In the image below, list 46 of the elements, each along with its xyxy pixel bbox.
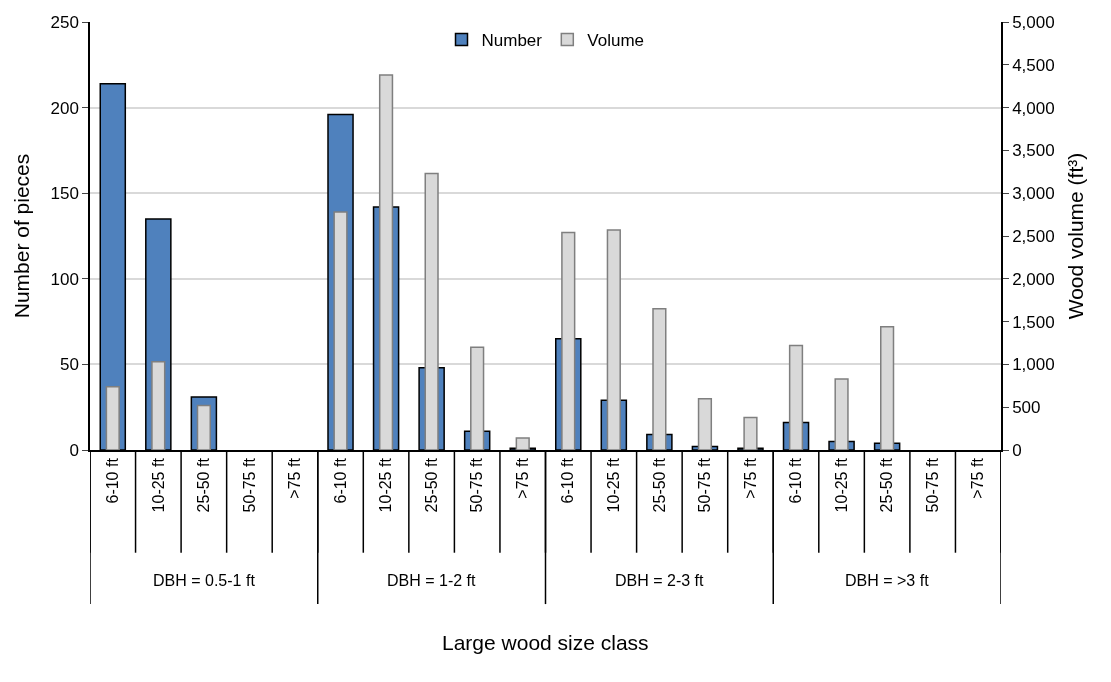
y-tick-label: 200 xyxy=(50,98,79,118)
x-tick-label: 6-10 ft xyxy=(331,457,349,504)
x-tick-label: >75 ft xyxy=(286,457,304,499)
y2-tick-label: 500 xyxy=(1012,398,1041,418)
y2-axis-title: Wood volume (ft³) xyxy=(1064,152,1088,320)
x-tick-label: 6-10 ft xyxy=(787,457,805,504)
x-tick-label: 50-75 ft xyxy=(468,457,486,513)
y2-tick-label: 4,500 xyxy=(1012,55,1055,75)
y2-tick-label: 3,500 xyxy=(1012,141,1055,161)
y-axis-title: Number of pieces xyxy=(10,153,34,319)
legend-label: Volume xyxy=(587,31,644,51)
x-tick-label: >75 ft xyxy=(513,457,531,499)
x-tick-label: 10-25 ft xyxy=(605,457,623,513)
x-tick-label: >75 ft xyxy=(969,457,987,499)
x-tick-label: 10-25 ft xyxy=(149,457,167,513)
x-tick-label: 10-25 ft xyxy=(377,457,395,513)
y2-tick-label: 4,000 xyxy=(1012,98,1055,118)
text: DBH = 0.5-1 ft xyxy=(153,572,256,589)
y-tick-label: 0 xyxy=(69,440,79,460)
text: DBH = 2-3 ft xyxy=(615,572,705,589)
x-tick-label: 50-75 ft xyxy=(240,457,258,513)
y2-tick-label: 2,000 xyxy=(1012,269,1055,289)
y-tick-label: 250 xyxy=(50,12,79,32)
x-tick-label: 6-10 ft xyxy=(559,457,577,504)
y2-tick-label: 0 xyxy=(1012,440,1022,460)
y2-tick-label: 3,000 xyxy=(1012,184,1055,204)
x-tick-label: 50-75 ft xyxy=(696,457,714,513)
text: DBH = >3 ft xyxy=(845,572,930,589)
y2-tick-label: 5,000 xyxy=(1012,12,1055,32)
y2-tick-label: 1,500 xyxy=(1012,312,1055,332)
text: DBH = 1-2 ft xyxy=(387,572,477,589)
y-tick-label: 150 xyxy=(50,184,79,204)
legend-label: Number xyxy=(481,31,543,51)
x-tick-label: 6-10 ft xyxy=(103,457,121,504)
x-tick-label: 25-50 ft xyxy=(422,457,440,513)
y-tick-label: 50 xyxy=(59,355,79,375)
x-tick-label: 25-50 ft xyxy=(650,457,668,513)
text: Large wood size class xyxy=(442,631,649,654)
x-tick-label: 10-25 ft xyxy=(832,457,850,513)
x-tick-label: 50-75 ft xyxy=(923,457,941,513)
y2-tick-label: 2,500 xyxy=(1012,226,1055,246)
x-tick-label: >75 ft xyxy=(741,457,759,499)
x-tick-label: 25-50 ft xyxy=(878,457,896,513)
x-tick-label: 25-50 ft xyxy=(195,457,213,513)
y2-tick-label: 1,000 xyxy=(1012,355,1055,375)
y-tick-label: 100 xyxy=(50,269,79,289)
